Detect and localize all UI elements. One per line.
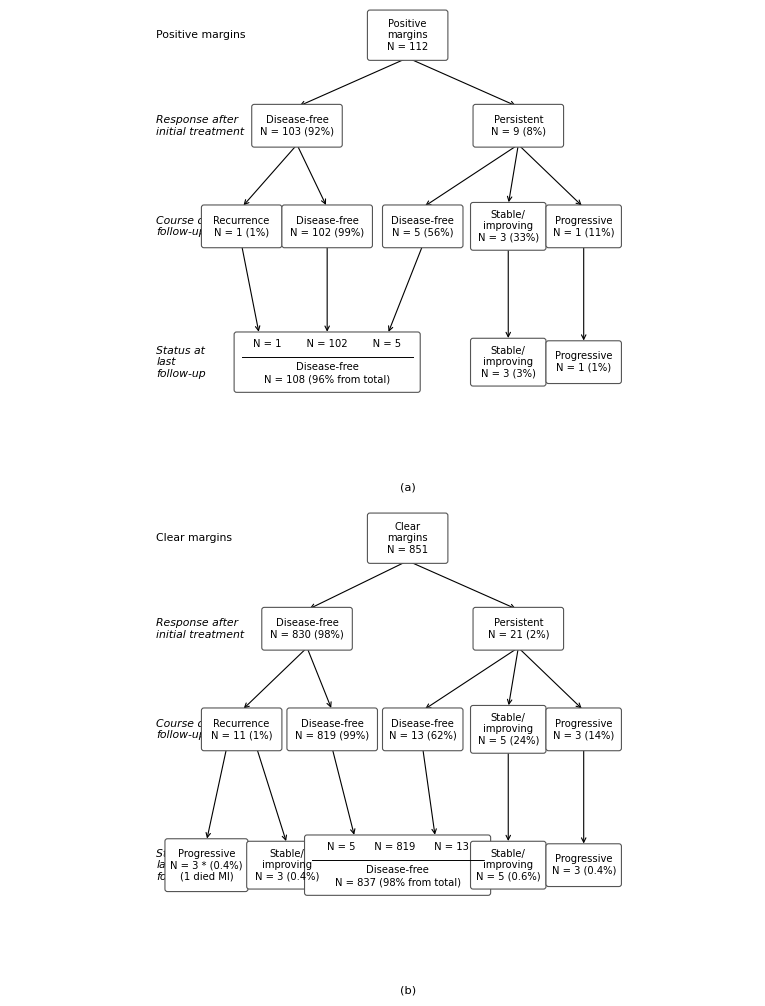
FancyBboxPatch shape <box>382 205 463 247</box>
Text: N = 1        N = 102        N = 5: N = 1 N = 102 N = 5 <box>253 339 401 349</box>
FancyBboxPatch shape <box>287 708 377 750</box>
Text: Disease-free
N = 819 (99%): Disease-free N = 819 (99%) <box>295 718 369 740</box>
Text: Course during
follow-up: Course during follow-up <box>156 215 233 237</box>
Text: Status at
last
follow-up: Status at last follow-up <box>156 848 206 882</box>
Text: Stable/
improving
N = 5 (0.6%): Stable/ improving N = 5 (0.6%) <box>476 848 541 882</box>
FancyBboxPatch shape <box>246 841 327 889</box>
Text: Response after
initial treatment: Response after initial treatment <box>156 618 244 640</box>
FancyBboxPatch shape <box>252 105 342 147</box>
FancyBboxPatch shape <box>470 338 546 386</box>
FancyBboxPatch shape <box>470 705 546 753</box>
FancyBboxPatch shape <box>473 105 564 147</box>
Text: Response after
initial treatment: Response after initial treatment <box>156 115 244 137</box>
Text: Recurrence
N = 11 (1%): Recurrence N = 11 (1%) <box>211 718 272 740</box>
FancyBboxPatch shape <box>262 608 353 650</box>
FancyBboxPatch shape <box>546 341 621 383</box>
Text: Clear margins: Clear margins <box>156 533 232 543</box>
FancyBboxPatch shape <box>470 202 546 250</box>
FancyBboxPatch shape <box>234 332 420 392</box>
Text: Progressive
N = 1 (1%): Progressive N = 1 (1%) <box>555 351 613 373</box>
Text: Positive
margins
N = 112: Positive margins N = 112 <box>387 18 428 52</box>
FancyBboxPatch shape <box>201 205 282 247</box>
Text: Stable/
improving
N = 3 (33%): Stable/ improving N = 3 (33%) <box>477 209 539 243</box>
Text: Positive margins: Positive margins <box>156 30 246 40</box>
FancyBboxPatch shape <box>546 205 621 247</box>
Text: N = 5      N = 819      N = 13: N = 5 N = 819 N = 13 <box>327 842 468 852</box>
Text: Persistent
N = 9 (8%): Persistent N = 9 (8%) <box>491 115 545 137</box>
Text: Stable/
improving
N = 5 (24%): Stable/ improving N = 5 (24%) <box>477 712 539 746</box>
Text: Disease-free
N = 108 (96% from total): Disease-free N = 108 (96% from total) <box>264 362 390 384</box>
Text: Disease-free
N = 837 (98% from total): Disease-free N = 837 (98% from total) <box>334 865 461 887</box>
FancyBboxPatch shape <box>304 835 490 895</box>
FancyBboxPatch shape <box>382 708 463 750</box>
Text: Progressive
N = 3 * (0.4%)
(1 died MI): Progressive N = 3 * (0.4%) (1 died MI) <box>170 848 243 882</box>
Text: Recurrence
N = 1 (1%): Recurrence N = 1 (1%) <box>213 215 270 237</box>
FancyBboxPatch shape <box>546 708 621 750</box>
FancyBboxPatch shape <box>282 205 373 247</box>
FancyBboxPatch shape <box>201 708 282 750</box>
Text: (b): (b) <box>399 986 415 996</box>
FancyBboxPatch shape <box>165 839 248 891</box>
FancyBboxPatch shape <box>470 841 546 889</box>
FancyBboxPatch shape <box>367 513 448 563</box>
FancyBboxPatch shape <box>367 10 448 60</box>
Text: Status at
last
follow-up: Status at last follow-up <box>156 345 206 379</box>
Text: Disease-free
N = 102 (99%): Disease-free N = 102 (99%) <box>290 215 364 237</box>
Text: Clear
margins
N = 851: Clear margins N = 851 <box>387 521 428 555</box>
Text: (a): (a) <box>400 483 415 493</box>
Text: Stable/
improving
N = 3 (3%): Stable/ improving N = 3 (3%) <box>481 345 536 379</box>
FancyBboxPatch shape <box>546 844 621 886</box>
FancyBboxPatch shape <box>473 608 564 650</box>
Text: Progressive
N = 3 (14%): Progressive N = 3 (14%) <box>553 718 614 740</box>
Text: Progressive
N = 3 (0.4%): Progressive N = 3 (0.4%) <box>552 854 616 876</box>
Text: Disease-free
N = 5 (56%): Disease-free N = 5 (56%) <box>392 215 454 237</box>
Text: Progressive
N = 1 (11%): Progressive N = 1 (11%) <box>553 215 614 237</box>
Text: Disease-free
N = 13 (62%): Disease-free N = 13 (62%) <box>389 718 457 740</box>
Text: Course during
follow-up: Course during follow-up <box>156 718 233 740</box>
Text: Persistent
N = 21 (2%): Persistent N = 21 (2%) <box>487 618 549 640</box>
Text: Stable/
improving
N = 3 (0.4%): Stable/ improving N = 3 (0.4%) <box>255 848 319 882</box>
Text: Disease-free
N = 830 (98%): Disease-free N = 830 (98%) <box>270 618 344 640</box>
Text: Disease-free
N = 103 (92%): Disease-free N = 103 (92%) <box>260 115 334 137</box>
